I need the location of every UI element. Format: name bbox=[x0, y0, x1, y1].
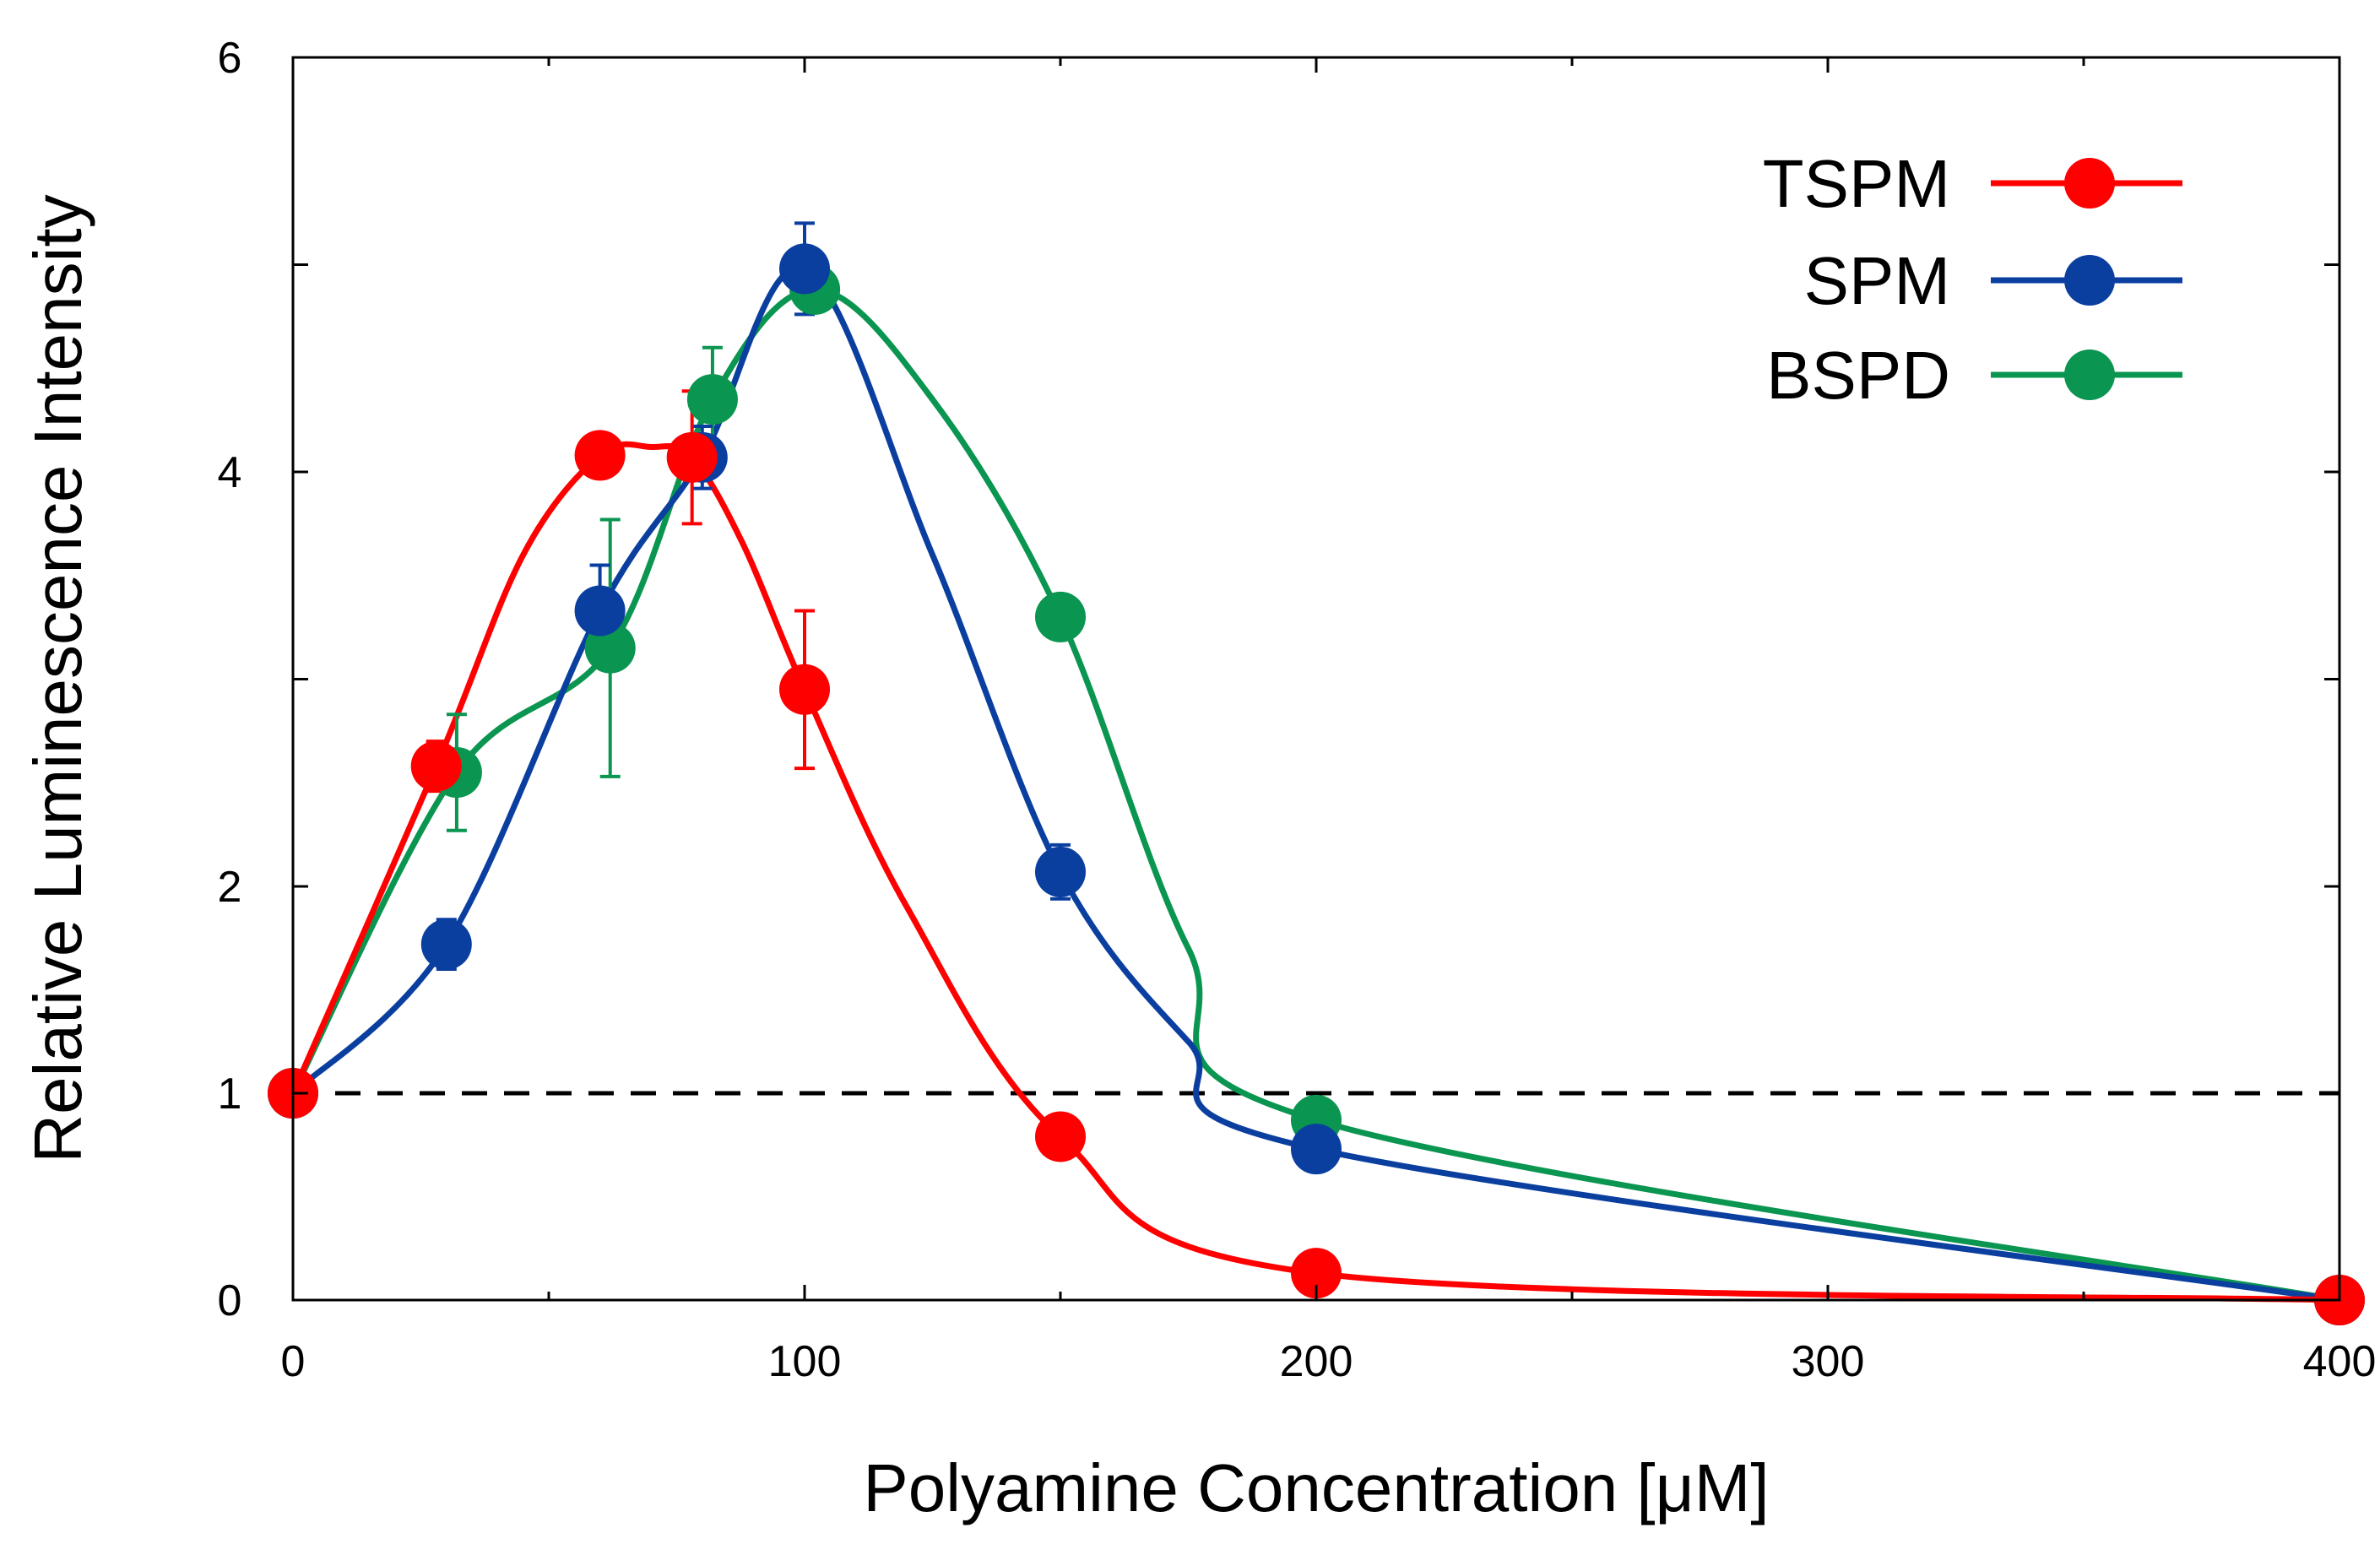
curve-spm bbox=[290, 264, 2343, 1303]
point-tspm-3 bbox=[666, 431, 718, 483]
point-tspm-5 bbox=[1035, 1111, 1086, 1162]
tick-layer bbox=[291, 56, 2341, 1302]
point-spm-6 bbox=[1291, 1124, 1342, 1175]
point-spm-4 bbox=[779, 243, 830, 295]
curve-layer bbox=[290, 264, 2343, 1303]
y-tick-label-6: 6 bbox=[218, 34, 242, 83]
curve-bspd bbox=[290, 286, 2343, 1303]
legend-marker-tspm bbox=[2064, 158, 2115, 209]
point-tspm-1 bbox=[410, 740, 462, 792]
legend-label-spm: SPM bbox=[1804, 243, 1950, 318]
y-axis-title: Relative Luminescence Intensity bbox=[20, 194, 95, 1162]
point-spm-2 bbox=[574, 585, 626, 637]
y-tick-label-0: 0 bbox=[218, 1276, 242, 1325]
x-tick-label-200: 200 bbox=[1280, 1337, 1353, 1386]
legend: TSPM SPM BSPD bbox=[1763, 146, 2182, 413]
point-layer bbox=[268, 243, 2365, 1325]
y-tick-label-4: 4 bbox=[218, 448, 242, 497]
legend-label-tspm: TSPM bbox=[1763, 146, 1950, 221]
legend-marker-bspd bbox=[2064, 349, 2115, 400]
point-spm-1 bbox=[420, 918, 472, 970]
x-tick-label-300: 300 bbox=[1792, 1337, 1865, 1386]
legend-label-bspd: BSPD bbox=[1766, 338, 1950, 413]
x-tick-label-0: 0 bbox=[281, 1337, 306, 1386]
x-tick-label-400: 400 bbox=[2303, 1337, 2377, 1386]
point-tspm-4 bbox=[779, 664, 830, 715]
y-tick-label-1: 1 bbox=[218, 1070, 242, 1119]
point-bspd-3 bbox=[686, 374, 738, 425]
point-tspm-2 bbox=[574, 430, 626, 481]
point-tspm-6 bbox=[1291, 1248, 1342, 1299]
x-tick-label-100: 100 bbox=[768, 1337, 842, 1386]
point-bspd-5 bbox=[1035, 591, 1086, 642]
x-axis-title: Polyamine Concentration [μM] bbox=[863, 1450, 1769, 1525]
tick-label-layer: 0 100 200 300 400 0 1 2 4 6 bbox=[218, 34, 2377, 1386]
point-spm-5 bbox=[1035, 846, 1086, 897]
curve-tspm bbox=[290, 441, 2343, 1303]
y-tick-label-2: 2 bbox=[218, 863, 242, 912]
legend-marker-spm bbox=[2064, 255, 2115, 306]
